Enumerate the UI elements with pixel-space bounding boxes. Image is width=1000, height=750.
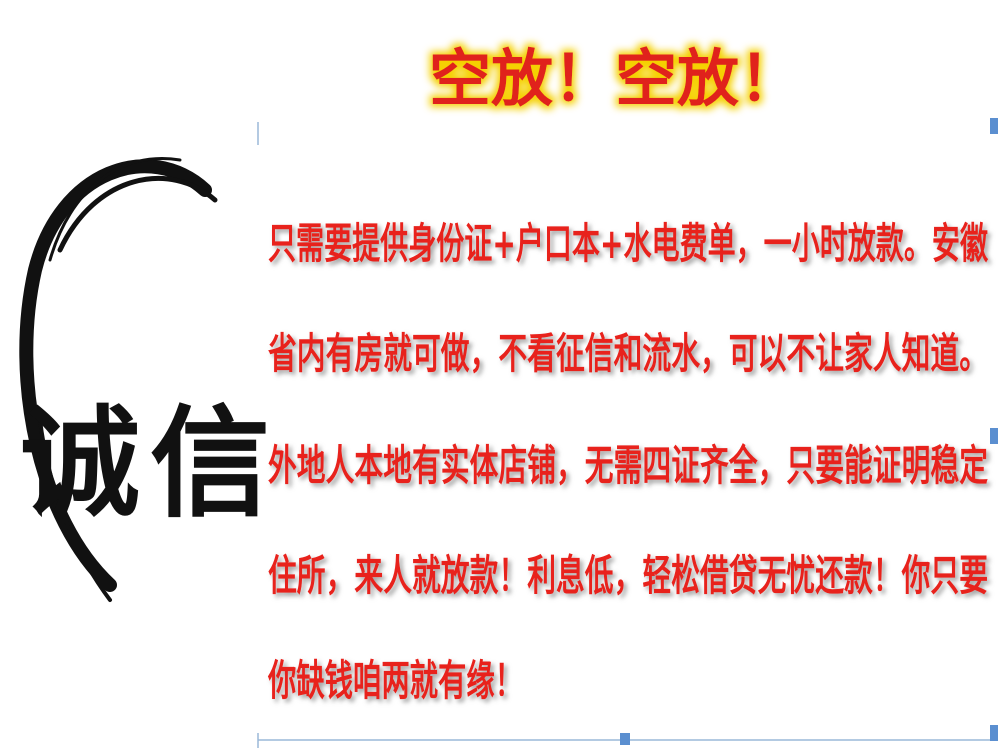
body-line: 住所，来人就放款！利息低，轻松借贷无忧还款！你只要 [268, 551, 988, 600]
body-line: 省内有房就可做，不看征信和流水，可以不让家人知道。 [268, 329, 988, 378]
body-line: 你缺钱咱两就有缘！ [267, 656, 523, 705]
body-text: 只需要提供身份证+户口本+水电费单，一小时放款。安徽省内有房就可做，不看征信和流… [267, 219, 988, 705]
brush-circle [19, 157, 218, 602]
selection-frame [257, 122, 998, 748]
logo-char: 诚 [20, 393, 140, 534]
headline: 空放！空放！ [429, 42, 801, 115]
logo-char: 信 [150, 393, 270, 534]
body-line: 外地人本地有实体店铺，无需四证齐全，只要能证明稳定 [268, 441, 988, 490]
selection-handles [620, 118, 998, 745]
body-line: 只需要提供身份证+户口本+水电费单，一小时放款。安徽 [268, 219, 989, 268]
